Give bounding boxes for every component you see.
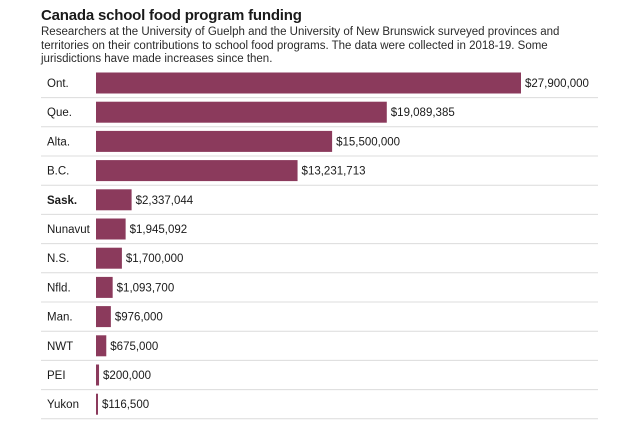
value-label-ont: $27,900,000 <box>525 78 589 90</box>
value-label-nunavut: $1,945,092 <box>130 224 188 236</box>
value-label-man: $976,000 <box>115 312 163 324</box>
category-label-alta: Alta. <box>47 136 70 148</box>
category-label-nwt: NWT <box>47 341 73 353</box>
bar-n-s <box>96 247 122 269</box>
value-label-yukon: $116,500 <box>102 399 149 411</box>
category-label-b-c: B.C. <box>47 166 69 178</box>
bar-nunavut <box>96 218 126 240</box>
bar-ont <box>96 72 521 94</box>
chart-subtitle: Researchers at the University of Guelph … <box>41 26 560 65</box>
category-label-nunavut: Nunavut <box>47 224 91 236</box>
category-label-n-s: N.S. <box>47 253 69 265</box>
category-label-ont: Ont. <box>47 78 69 90</box>
category-label-yukon: Yukon <box>47 399 79 411</box>
bar-yukon <box>96 393 98 415</box>
value-label-nfld: $1,093,700 <box>117 282 175 294</box>
category-label-que: Que. <box>47 107 72 119</box>
category-label-nfld: Nfld. <box>47 282 71 294</box>
bar-que <box>96 101 387 123</box>
value-label-que: $19,089,385 <box>391 107 455 119</box>
value-label-n-s: $1,700,000 <box>126 253 184 265</box>
value-label-b-c: $13,231,713 <box>302 166 366 178</box>
category-label-man: Man. <box>47 312 73 324</box>
bar-nfld <box>96 276 113 298</box>
chart-title: Canada school food program funding <box>41 7 302 24</box>
value-label-pei: $200,000 <box>103 370 151 382</box>
bar-sask <box>96 189 132 211</box>
category-label-sask: Sask. <box>47 195 77 207</box>
bar-b-c <box>96 160 298 182</box>
bar-nwt <box>96 335 107 357</box>
category-label-pei: PEI <box>47 370 66 382</box>
value-label-sask: $2,337,044 <box>136 195 194 207</box>
value-label-nwt: $675,000 <box>110 341 158 353</box>
bar-alta <box>96 130 333 152</box>
bar-man <box>96 306 111 328</box>
value-label-alta: $15,500,000 <box>336 136 400 148</box>
bar-pei <box>96 364 100 386</box>
